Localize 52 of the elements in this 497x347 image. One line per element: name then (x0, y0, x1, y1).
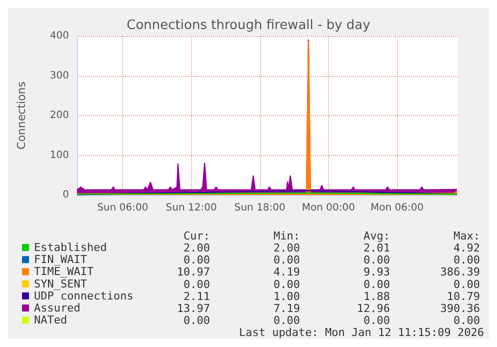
text: Min: (274, 230, 300, 242)
text: 0.00 (274, 254, 300, 267)
text: Last update: Mon Jan 12 11:15:09 2026 (238, 326, 484, 340)
text: 0.00 (184, 314, 210, 328)
text: 0.00 (184, 278, 210, 291)
text: 0.00 (454, 314, 480, 328)
x-tick-label: Mon 06:00 (370, 202, 424, 214)
chart-title: Connections through firewall - by day (126, 18, 371, 33)
text: 2.11 (184, 290, 210, 303)
y-tick-label: 400 (50, 30, 69, 42)
text: 390.36 (440, 302, 480, 315)
text: 9.93 (364, 266, 390, 279)
text: 2.01 (364, 242, 390, 254)
text: Max: (454, 230, 480, 242)
text: 2.00 (184, 242, 210, 254)
text: 7.19 (274, 302, 300, 315)
y-tick-label: 300 (50, 70, 69, 82)
text: 1.88 (364, 290, 390, 303)
x-tick-label: Sun 18:00 (234, 202, 286, 214)
text: Cur: (184, 230, 210, 242)
x-tick-label: Sun 12:00 (166, 202, 217, 214)
x-tick-label: Sun 06:00 (97, 202, 148, 214)
text: 0.00 (364, 254, 390, 267)
y-tick-label: 200 (50, 110, 69, 121)
legend-label: UDP connections (34, 289, 134, 302)
text: 4.19 (274, 266, 300, 279)
text: 386.39 (440, 266, 480, 279)
text: 13.97 (176, 302, 210, 315)
text: 12.96 (356, 302, 390, 315)
text: 0.00 (274, 278, 300, 291)
legend-label: Assured (34, 302, 80, 314)
text: Avg: (364, 230, 390, 242)
y-tick-label: 0 (62, 190, 69, 200)
x-tick-label: Mon 00:00 (302, 202, 356, 214)
text: 0.00 (274, 314, 300, 328)
legend-label: FIN_WAIT (34, 253, 88, 266)
y-axis-title: Connections (15, 81, 28, 150)
text: 0.00 (184, 254, 210, 267)
legend-label: SYN_SENT (34, 277, 88, 290)
text: 0.00 (454, 254, 480, 267)
legend-label: NATed (34, 314, 68, 327)
text: 1.00 (274, 290, 300, 303)
y-tick-label: 100 (50, 150, 69, 161)
legend-label: Established (34, 241, 107, 254)
text: 2.00 (274, 242, 300, 254)
legend-label: TIME_WAIT (34, 265, 94, 278)
text: 10.97 (176, 266, 210, 279)
text: 0.00 (364, 278, 390, 291)
text: 0.00 (364, 314, 390, 328)
text: 4.92 (454, 242, 480, 254)
text: 0.00 (454, 278, 480, 291)
text: 10.79 (446, 290, 480, 303)
